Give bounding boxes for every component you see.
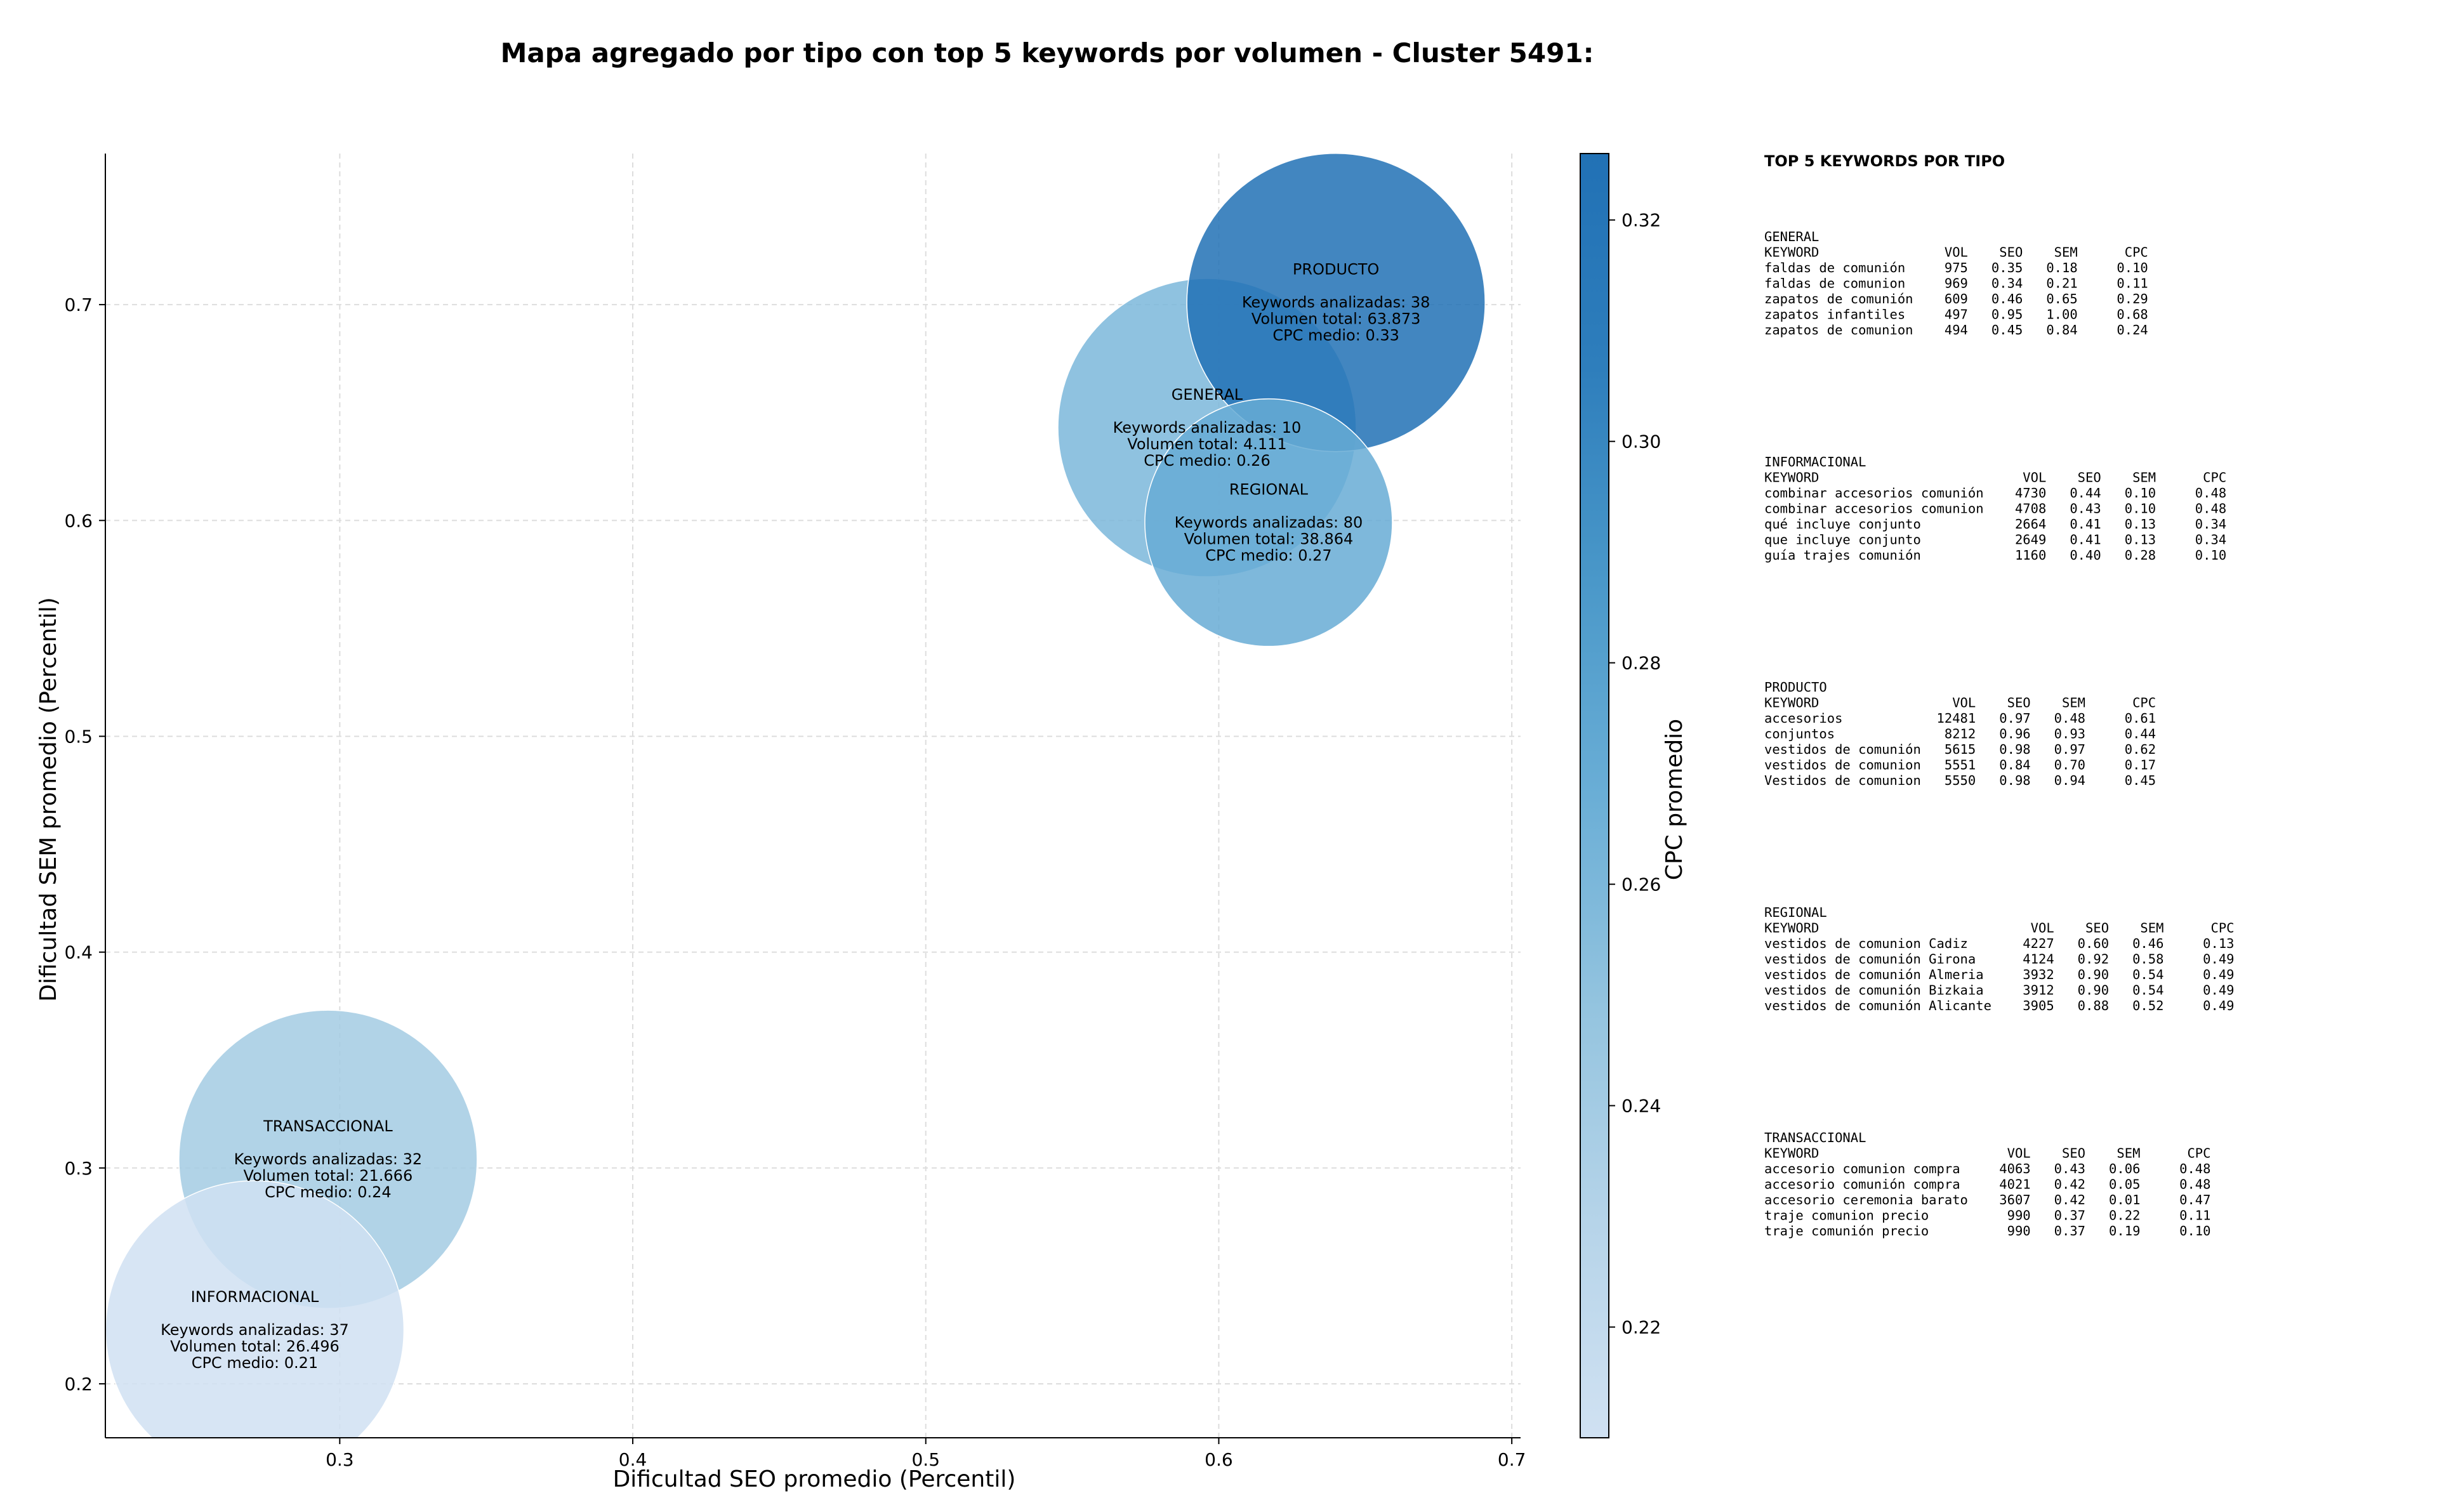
keyword-table-header: KEYWORD VOL SEO SEM CPC [1764,921,2235,936]
keyword-row: guía trajes comunión 1160 0.40 0.28 0.10 [1764,548,2226,563]
keyword-row: accesorio ceremonia barato 3607 0.42 0.0… [1764,1192,2211,1207]
x-tick-label: 0.6 [1205,1449,1233,1470]
keyword-row: vestidos de comunión Girona 4124 0.92 0.… [1764,952,2235,967]
keyword-table-header: KEYWORD VOL SEO SEM CPC [1764,695,2156,711]
colorbar-tick-label: 0.32 [1621,210,1661,231]
colorbar-tick-label: 0.24 [1621,1096,1661,1117]
colorbar-scale [1580,153,1609,1438]
keyword-row: vestidos de comunión Bizkaia 3912 0.90 0… [1764,983,2235,998]
keyword-table-header: KEYWORD VOL SEO SEM CPC [1764,245,2148,260]
keyword-row: faldas de comunión 975 0.35 0.18 0.10 [1764,260,2148,275]
keyword-table-header: KEYWORD VOL SEO SEM CPC [1764,1146,2211,1161]
keyword-row: conjuntos 8212 0.96 0.93 0.44 [1764,726,2156,742]
y-tick-label: 0.5 [64,726,93,747]
bubble-label-informacional: INFORMACIONAL Keywords analizadas: 37 Vol… [161,1288,349,1372]
keyword-row: vestidos de comunión Alicante 3905 0.88 … [1764,998,2235,1013]
bubble-labels: GENERAL Keywords analizadas: 10 Volumen t… [161,261,1430,1372]
keyword-row: traje comunion precio 990 0.37 0.22 0.11 [1764,1208,2211,1223]
y-tick-label: 0.4 [64,942,93,963]
bubble-label-producto: PRODUCTO Keywords analizadas: 38 Volumen … [1242,261,1430,345]
keyword-table-header: KEYWORD VOL SEO SEM CPC [1764,470,2226,485]
keyword-block-heading: REGIONAL [1764,905,1827,920]
keyword-row: vestidos de comunion Cadiz 4227 0.60 0.4… [1764,936,2235,951]
bubble-label-regional: REGIONAL Keywords analizadas: 80 Volumen … [1175,481,1363,565]
keyword-row: vestidos de comunión Almeria 3932 0.90 0… [1764,967,2235,982]
keyword-row: zapatos de comunion 494 0.45 0.84 0.24 [1764,322,2148,338]
colorbar-tick-label: 0.30 [1621,431,1661,452]
keyword-row: combinar accesorios comunión 4730 0.44 0… [1764,485,2226,501]
keyword-block-heading: TRANSACCIONAL [1764,1130,1866,1145]
keyword-row: vestidos de comunión 5615 0.98 0.97 0.62 [1764,742,2156,757]
x-tick-label: 0.7 [1498,1449,1526,1470]
keyword-row: que incluye conjunto 2649 0.41 0.13 0.34 [1764,532,2226,548]
y-axis-label: Dificultad SEM promedio (Percentil) [36,597,62,1002]
keyword-row: Vestidos de comunion 5550 0.98 0.94 0.45 [1764,773,2156,788]
keyword-row: accesorios 12481 0.97 0.48 0.61 [1764,711,2156,726]
bubble-regional [1144,398,1393,647]
x-axis-label: Dificultad SEO promedio (Percentil) [613,1466,1016,1492]
bubbles [105,154,1486,1438]
x-tick-label: 0.4 [619,1449,647,1470]
colorbar-tick-label: 0.22 [1621,1317,1661,1338]
keyword-row: accesorio comunión compra 4021 0.42 0.05… [1764,1177,2211,1192]
chart-title: Mapa agregado por tipo con top 5 keyword… [501,37,1594,69]
keyword-row: traje comunión precio 990 0.37 0.19 0.10 [1764,1223,2211,1239]
keyword-row: vestidos de comunion 5551 0.84 0.70 0.17 [1764,758,2156,773]
colorbar: 0.22 0.24 0.26 0.28 0.30 0.32 [1580,153,1661,1438]
colorbar-tick-label: 0.26 [1621,874,1661,895]
top-keywords-title: TOP 5 KEYWORDS POR TIPO [1764,152,2005,170]
keyword-row: faldas de comunion 969 0.34 0.21 0.11 [1764,276,2148,291]
x-tick-label: 0.3 [326,1449,354,1470]
y-tick-label: 0.2 [64,1374,93,1395]
keyword-block-heading: INFORMACIONAL [1764,454,1866,470]
keyword-block-heading: PRODUCTO [1764,680,1827,695]
y-tick-label: 0.3 [64,1158,93,1179]
y-tick-label: 0.6 [64,510,93,531]
keyword-row: zapatos de comunión 609 0.46 0.65 0.29 [1764,291,2148,306]
bubble-label-general: GENERAL Keywords analizadas: 10 Volumen t… [1113,386,1302,470]
keyword-row: zapatos infantiles 497 0.95 1.00 0.68 [1764,307,2148,322]
keyword-row: combinar accesorios comunion 4708 0.43 0… [1764,501,2226,516]
colorbar-label: CPC promedio [1661,719,1687,880]
keyword-row: qué incluye conjunto 2664 0.41 0.13 0.34 [1764,516,2226,532]
keyword-row: accesorio comunion compra 4063 0.43 0.06… [1764,1161,2211,1176]
y-tick-label: 0.7 [64,294,93,315]
bubble-label-transaccional: TRANSACCIONAL Keywords analizadas: 32 Vol… [234,1117,423,1201]
keyword-block-heading: GENERAL [1764,229,1819,244]
x-tick-label: 0.5 [911,1449,940,1470]
colorbar-tick-label: 0.28 [1621,653,1661,674]
axes: 0.3 0.4 0.5 0.6 0.7 0.2 0.3 0.4 0.5 0.6 0.7 [64,154,1526,1470]
